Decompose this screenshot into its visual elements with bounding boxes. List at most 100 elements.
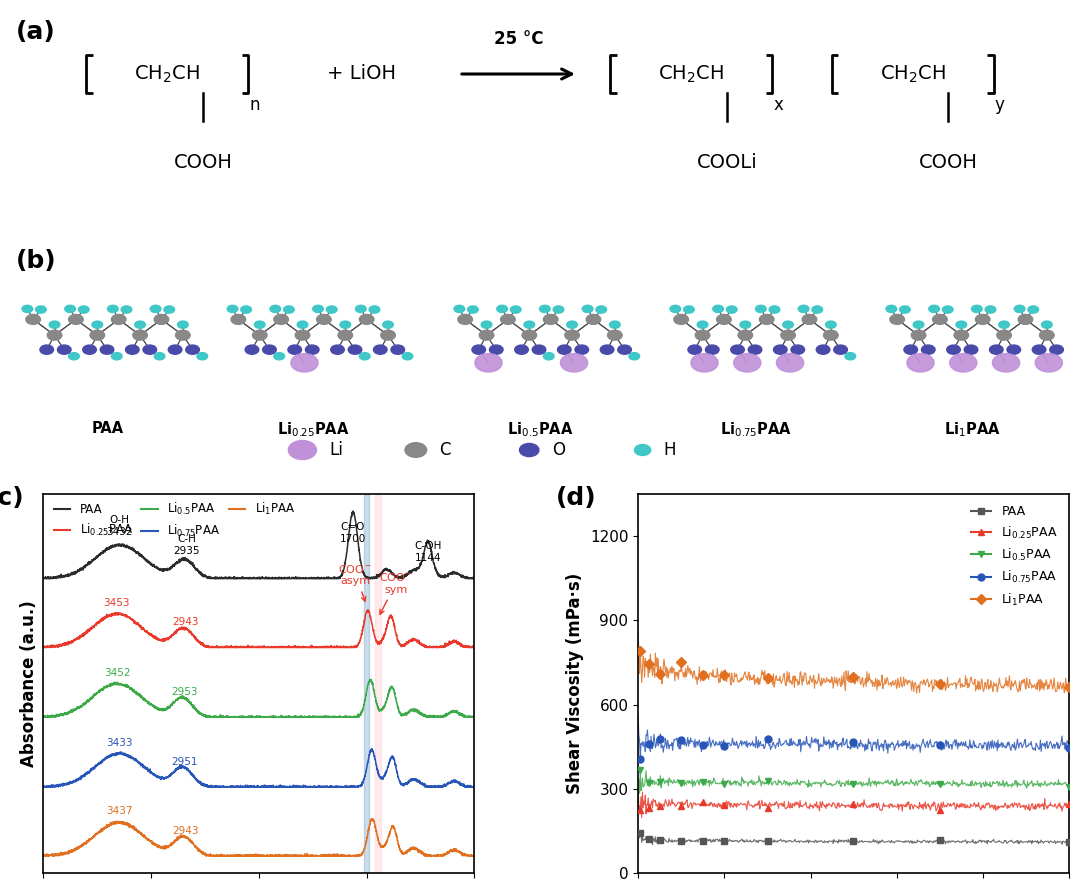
Circle shape [306,345,319,355]
Circle shape [933,315,947,325]
Circle shape [270,305,281,312]
Circle shape [1032,345,1045,355]
Li$_{0.5}$PAA [459,710,472,721]
Li$_{0.5}$PAA [117,679,130,690]
Circle shape [57,345,71,355]
Circle shape [582,305,593,312]
Circle shape [691,354,718,372]
Circle shape [954,330,969,340]
Text: n: n [249,95,260,114]
Circle shape [783,321,794,328]
Text: (d): (d) [556,486,597,511]
Circle shape [50,321,59,328]
Circle shape [454,305,464,312]
Circle shape [993,354,1020,372]
Text: + LiOH: + LiOH [327,64,396,84]
Circle shape [197,353,207,360]
Line: PAA: PAA [43,512,474,579]
Circle shape [834,345,848,355]
Circle shape [284,306,294,313]
Circle shape [48,330,62,340]
Circle shape [553,306,564,313]
Circle shape [168,345,181,355]
Circle shape [69,353,79,360]
Li$_1$PAA [117,817,130,827]
Circle shape [947,345,960,355]
Circle shape [972,305,982,312]
Li$_{0.75}$PAA [468,781,481,792]
Circle shape [964,345,977,355]
Circle shape [475,354,502,372]
Li$_{0.75}$PAA [300,781,313,792]
Circle shape [845,353,855,360]
Circle shape [816,345,829,355]
Text: COO$^-$
asym: COO$^-$ asym [338,563,373,602]
Circle shape [274,353,284,360]
Circle shape [374,345,387,355]
Li$_1$PAA [300,850,313,861]
Line: Li$_1$PAA: Li$_1$PAA [43,818,474,856]
Circle shape [150,305,161,312]
Circle shape [111,315,126,325]
Bar [364,494,369,873]
Circle shape [929,305,940,312]
Circle shape [748,345,761,355]
Circle shape [143,345,157,355]
Li$_{0.25}$PAA [468,642,481,653]
Text: x: x [773,95,783,114]
Circle shape [824,330,838,340]
Circle shape [1014,305,1025,312]
Circle shape [154,315,168,325]
Circle shape [291,354,319,372]
Circle shape [543,353,554,360]
Circle shape [489,345,503,355]
Circle shape [186,345,200,355]
Circle shape [921,345,935,355]
Li$_1$PAA [366,813,379,824]
Circle shape [943,306,953,313]
Circle shape [705,345,719,355]
Text: Li: Li [329,441,343,459]
Text: Li$_1$PAA: Li$_1$PAA [944,421,1000,439]
Circle shape [791,345,805,355]
Circle shape [738,330,753,340]
Circle shape [717,315,731,325]
Circle shape [360,315,374,325]
PAA [300,573,313,584]
Circle shape [326,306,337,313]
Circle shape [468,306,478,313]
Circle shape [519,444,539,457]
Text: PAA: PAA [92,421,124,436]
Li$_{0.5}$PAA [300,712,313,722]
Text: Li$_{0.25}$PAA: Li$_{0.25}$PAA [276,421,350,439]
Circle shape [698,321,707,328]
Text: O-H
3432: O-H 3432 [107,515,133,536]
Li$_{0.25}$PAA [99,613,112,624]
Li$_{0.75}$PAA [468,781,481,792]
PAA [99,545,112,556]
Circle shape [956,321,967,328]
Circle shape [108,305,118,312]
Circle shape [769,306,780,313]
Bar [375,494,381,873]
Circle shape [472,345,486,355]
Circle shape [629,353,639,360]
Text: COOLi: COOLi [697,153,757,173]
Circle shape [532,345,545,355]
Circle shape [22,305,32,312]
Circle shape [274,315,288,325]
Text: H: H [663,441,676,459]
Text: COO$^-$
sym: COO$^-$ sym [379,572,414,614]
Text: y: y [995,95,1004,114]
Circle shape [360,353,370,360]
Circle shape [348,345,362,355]
Text: O: O [552,441,565,459]
Circle shape [740,321,751,328]
Li$_{0.75}$PAA [459,781,472,791]
Li$_{0.5}$PAA [468,712,481,722]
Circle shape [231,315,245,325]
Circle shape [600,345,613,355]
Circle shape [391,345,405,355]
Circle shape [295,330,310,340]
Circle shape [369,306,380,313]
